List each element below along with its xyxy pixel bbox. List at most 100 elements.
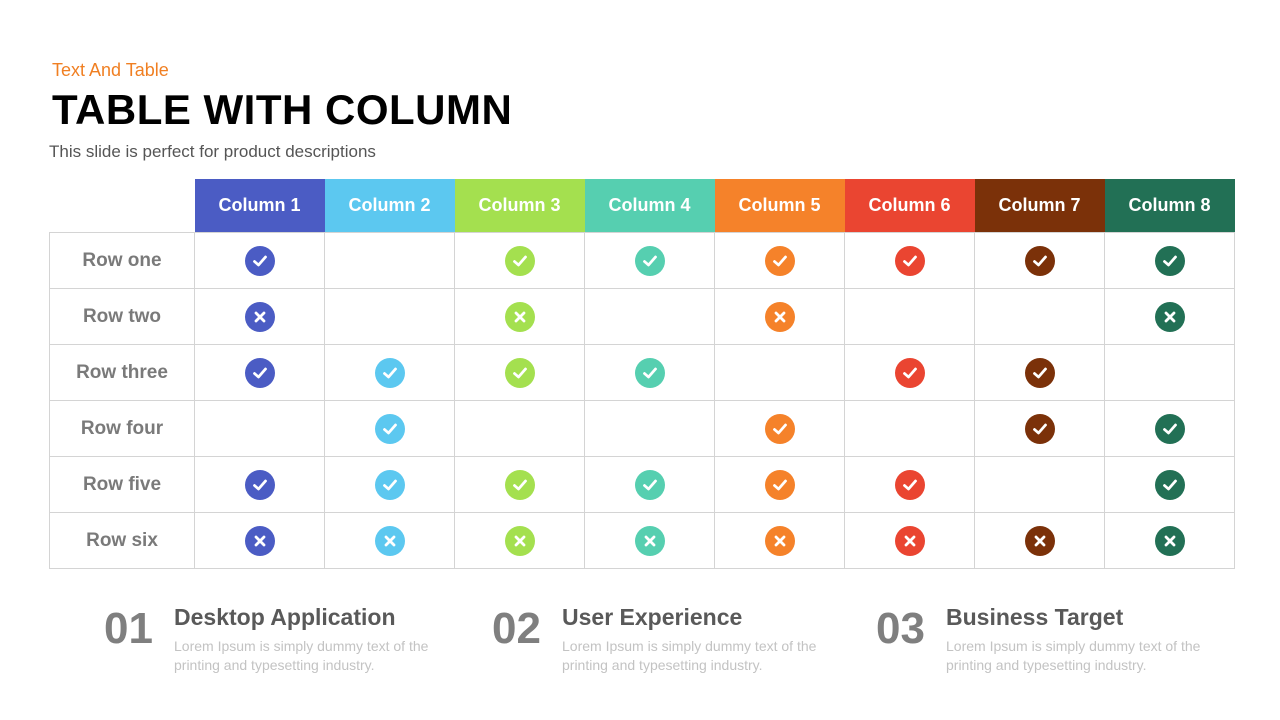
table-row: Row two	[49, 288, 1235, 345]
feature-title: Desktop Application	[174, 604, 396, 630]
table-cell	[194, 512, 325, 569]
cross-icon	[504, 525, 535, 556]
check-icon	[1024, 413, 1055, 444]
table-corner	[50, 179, 195, 233]
column-header: Column 4	[584, 179, 715, 233]
check-icon	[894, 357, 925, 388]
table-cell	[324, 232, 455, 289]
table-cell	[324, 456, 455, 513]
table-cell	[1104, 512, 1235, 569]
row-label: Row five	[49, 456, 195, 513]
table-cell	[194, 400, 325, 457]
cross-icon	[894, 525, 925, 556]
check-icon	[764, 413, 795, 444]
table-cell	[844, 288, 975, 345]
row-label: Row two	[49, 288, 195, 345]
slide-title: TABLE WITH COLUMN	[52, 86, 513, 133]
table-cell	[324, 512, 455, 569]
table-body: Row one Row two Row three Row four Row five R…	[49, 232, 1235, 569]
table-cell	[974, 400, 1105, 457]
feature-body: Lorem Ipsum is simply dummy text of the …	[946, 638, 1201, 673]
cross-icon	[764, 301, 795, 332]
row-label: Row four	[49, 400, 195, 457]
table-cell	[1104, 456, 1235, 513]
cross-icon	[374, 525, 405, 556]
feature-body: Lorem Ipsum is simply dummy text of the …	[562, 638, 817, 673]
table-cell	[454, 456, 585, 513]
cross-icon	[504, 301, 535, 332]
column-header: Column 3	[454, 179, 585, 233]
table-cell	[714, 400, 845, 457]
check-icon	[1024, 357, 1055, 388]
row-label: Row six	[49, 512, 195, 569]
table-cell	[324, 344, 455, 401]
table-cell	[454, 400, 585, 457]
table-cell	[1104, 344, 1235, 401]
table-cell	[714, 288, 845, 345]
table-cell	[194, 232, 325, 289]
table-cell	[194, 288, 325, 345]
table-cell	[584, 288, 715, 345]
feature-body: Lorem Ipsum is simply dummy text of the …	[174, 638, 429, 673]
check-icon	[244, 245, 275, 276]
column-header: Column 6	[844, 179, 975, 233]
check-icon	[894, 245, 925, 276]
table-cell	[714, 232, 845, 289]
column-header: Column 1	[194, 179, 325, 233]
table-cell	[454, 512, 585, 569]
check-icon	[1024, 245, 1055, 276]
table-cell	[974, 456, 1105, 513]
feature-number: 03	[876, 604, 925, 653]
check-icon	[374, 357, 405, 388]
column-header: Column 7	[974, 179, 1105, 233]
comparison-table: Column 1 Column 2 Column 3 Column 4 Column 5…	[49, 179, 1235, 569]
row-label: Row one	[49, 232, 195, 289]
table-row: Row six	[49, 512, 1235, 569]
table-cell	[844, 400, 975, 457]
column-header: Column 2	[324, 179, 455, 233]
cross-icon	[1024, 525, 1055, 556]
table-cell	[974, 512, 1105, 569]
check-icon	[504, 245, 535, 276]
column-header: Column 8	[1104, 179, 1235, 233]
feature-number: 02	[492, 604, 541, 653]
row-label: Row three	[49, 344, 195, 401]
check-icon	[1154, 413, 1185, 444]
check-icon	[894, 469, 925, 500]
feature-title: User Experience	[562, 604, 743, 630]
cross-icon	[244, 301, 275, 332]
table-cell	[584, 232, 715, 289]
feature-title: Business Target	[946, 604, 1124, 630]
table-header-row: Column 1 Column 2 Column 3 Column 4 Column 5…	[50, 179, 1235, 233]
table-row: Row four	[49, 400, 1235, 457]
cross-icon	[764, 525, 795, 556]
table-cell	[584, 512, 715, 569]
table-row: Row five	[49, 456, 1235, 513]
check-icon	[1154, 245, 1185, 276]
table-cell	[454, 344, 585, 401]
check-icon	[244, 357, 275, 388]
feature-number: 01	[104, 604, 153, 653]
slide-description: This slide is perfect for product descri…	[49, 142, 376, 161]
check-icon	[504, 469, 535, 500]
table-cell	[194, 456, 325, 513]
table-cell	[844, 344, 975, 401]
check-icon	[504, 357, 535, 388]
table-row: Row three	[49, 344, 1235, 401]
table-cell	[844, 512, 975, 569]
table-cell	[714, 512, 845, 569]
table-cell	[974, 288, 1105, 345]
cross-icon	[634, 525, 665, 556]
slide-kicker: Text And Table	[52, 60, 169, 80]
table-cell	[194, 344, 325, 401]
table-cell	[324, 288, 455, 345]
check-icon	[374, 469, 405, 500]
cross-icon	[1154, 525, 1185, 556]
table-cell	[844, 456, 975, 513]
check-icon	[634, 245, 665, 276]
table-cell	[974, 232, 1105, 289]
check-icon	[764, 245, 795, 276]
table-cell	[584, 400, 715, 457]
table-cell	[974, 344, 1105, 401]
table-cell	[584, 456, 715, 513]
